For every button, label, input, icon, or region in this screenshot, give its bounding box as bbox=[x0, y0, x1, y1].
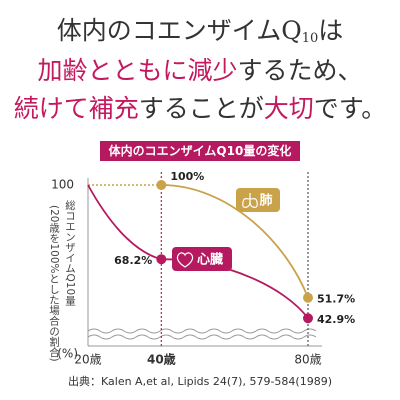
y-axis-label: 総コエンザイムQ10量 bbox=[64, 199, 76, 305]
y-axis-note: (20歳を100%とした場合の割合) bbox=[48, 205, 60, 362]
y-unit: (%) bbox=[57, 347, 78, 361]
x-tick-label: 80歳 bbox=[294, 353, 321, 367]
headline-text: は bbox=[318, 16, 343, 45]
headline-accent: 大切 bbox=[264, 94, 314, 123]
headline-text: です。 bbox=[314, 94, 387, 123]
marker bbox=[156, 180, 167, 190]
y-tick-label: 100 bbox=[51, 178, 74, 192]
value-label: 100% bbox=[170, 170, 204, 183]
marker bbox=[303, 292, 313, 303]
headline-accent: 加齢とともに減少 bbox=[37, 56, 237, 85]
headline-sub: 10 bbox=[302, 31, 319, 46]
legend-label: 肺 bbox=[259, 193, 272, 209]
x-tick-label: 20歳 bbox=[74, 353, 101, 367]
headline-text: することが bbox=[139, 94, 264, 123]
value-label: 68.2% bbox=[114, 254, 152, 267]
marker bbox=[156, 254, 167, 265]
headline-line: 体内のコエンザイムQ10は bbox=[57, 16, 344, 46]
marker bbox=[303, 313, 313, 324]
x-tick-label: 40歳 bbox=[147, 352, 176, 367]
axis-break bbox=[87, 328, 317, 340]
headline-text: するため、 bbox=[238, 56, 363, 85]
headline-line: 加齢とともに減少するため、 bbox=[37, 56, 362, 85]
headline-text: 体内のコエンザイムQ bbox=[57, 16, 302, 45]
chart-title: 体内のコエンザイムQ10量の変化 bbox=[109, 143, 292, 158]
source: 出典：Kalen A,et al, Lipids 24(7), 579-584(… bbox=[68, 374, 332, 388]
lung-icon bbox=[242, 193, 258, 208]
value-label: 42.9% bbox=[317, 313, 355, 326]
value-label: 51.7% bbox=[317, 293, 355, 306]
chart-title-bar bbox=[100, 141, 300, 161]
heart-icon bbox=[176, 252, 194, 268]
headline-accent: 続けて補充 bbox=[14, 94, 139, 123]
line bbox=[161, 184, 309, 299]
legend-label: 心臓 bbox=[197, 252, 223, 268]
legend-tag bbox=[236, 188, 280, 212]
headline-line: 続けて補充することが大切です。 bbox=[14, 94, 387, 123]
